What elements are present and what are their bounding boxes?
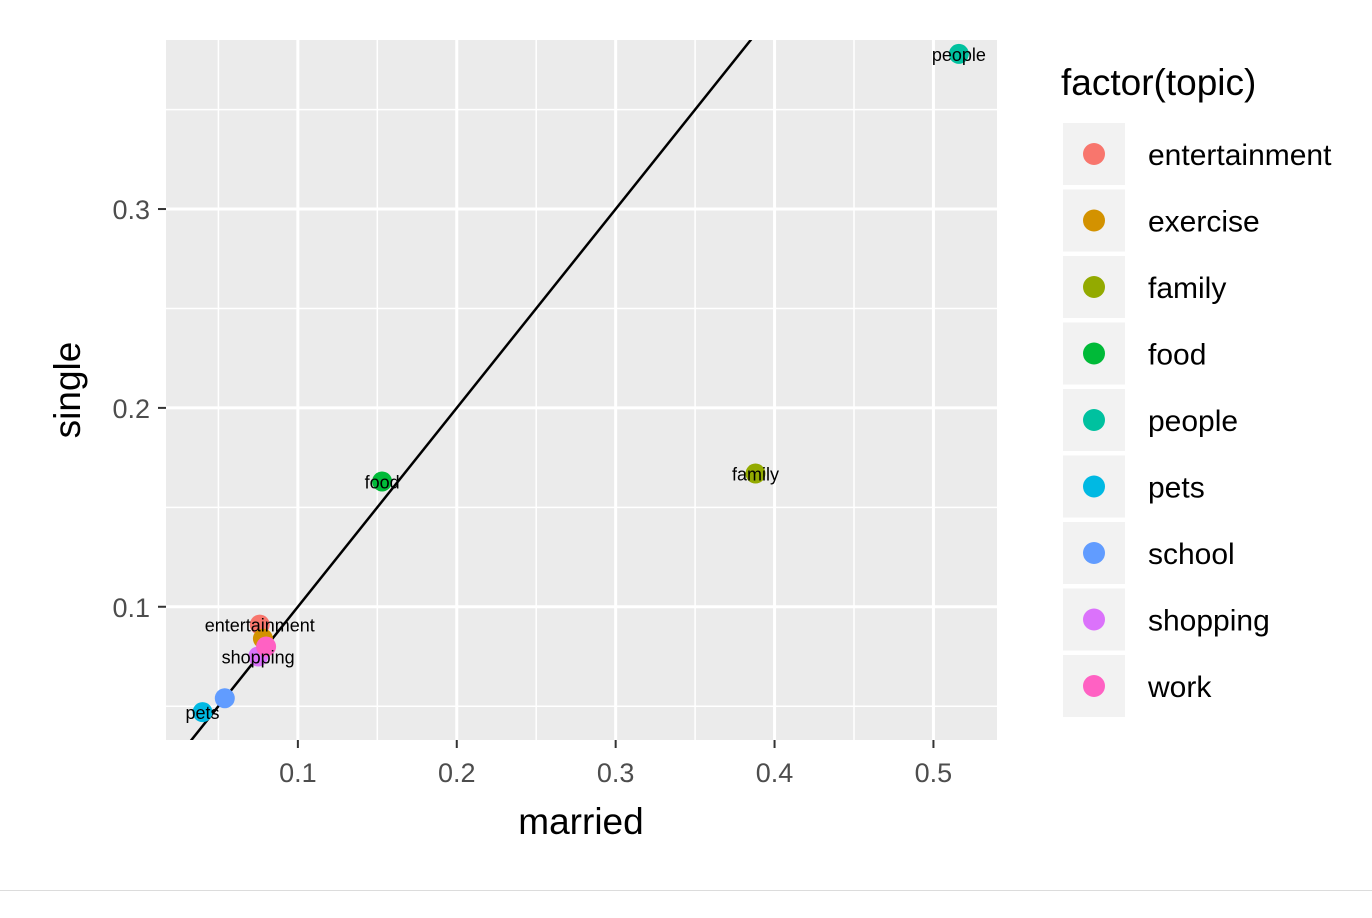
data-point-pets: [192, 702, 213, 723]
bottom-divider: [0, 890, 1372, 891]
grid-major: [166, 40, 997, 740]
point-label-people: people: [932, 45, 986, 65]
x-tick-label: 0.4: [756, 758, 794, 788]
legend-swatch-pets: [1083, 475, 1105, 498]
legend-swatch-school: [1083, 542, 1105, 564]
data-point-food: [372, 471, 393, 492]
x-tick-label: 0.2: [438, 758, 476, 788]
y-tick-label: 0.2: [112, 394, 150, 424]
legend-label-food: food: [1148, 339, 1206, 372]
legend-swatch-shopping: [1083, 608, 1105, 631]
y-tick-label: 0.1: [112, 593, 150, 623]
y-tick-label: 0.3: [112, 195, 150, 225]
y-axis-title: single: [47, 342, 88, 439]
x-axis-ticks: 0.1 0.2 0.3 0.4 0.5: [279, 740, 952, 788]
data-point-people: [948, 43, 969, 64]
point-label-family: family: [732, 465, 779, 485]
legend-label-family: family: [1148, 272, 1226, 305]
point-label-food: food: [365, 472, 400, 492]
scatter-chart: entertainment family food people pets shoppin…: [47, 40, 1332, 842]
legend-swatch-work: [1083, 675, 1105, 697]
x-tick-label: 0.5: [915, 758, 953, 788]
point-label-entertainment: entertainment: [205, 616, 315, 636]
plot-panel: [166, 40, 997, 740]
x-axis-title: married: [518, 801, 643, 842]
legend-items: entertainment exercise family food people pet…: [1063, 123, 1332, 717]
legend-label-exercise: exercise: [1148, 206, 1260, 239]
legend-swatch-food: [1083, 342, 1105, 365]
legend-label-pets: pets: [1148, 472, 1205, 505]
point-label-shopping: shopping: [222, 647, 295, 667]
data-points: [192, 43, 969, 723]
data-point-school: [214, 688, 235, 709]
x-tick-label: 0.1: [279, 758, 317, 788]
legend-label-people: people: [1148, 405, 1238, 438]
legend-swatch-family: [1083, 276, 1105, 298]
legend-label-shopping: shopping: [1148, 605, 1270, 638]
legend-label-work: work: [1147, 671, 1212, 704]
legend-label-entertainment: entertainment: [1148, 139, 1332, 172]
legend-title: factor(topic): [1061, 62, 1256, 103]
x-tick-label: 0.3: [597, 758, 635, 788]
data-point-work: [256, 636, 277, 657]
legend-swatch-entertainment: [1083, 143, 1105, 165]
point-labels: entertainment family food people pets shoppin…: [186, 45, 986, 723]
legend-swatch-people: [1083, 409, 1105, 431]
legend-swatch-exercise: [1083, 209, 1105, 232]
y-axis-ticks: 0.1 0.2 0.3: [112, 195, 166, 623]
legend-label-school: school: [1148, 538, 1235, 571]
grid-minor: [166, 40, 997, 740]
legend: factor(topic) entertainment exercise famil…: [1061, 62, 1332, 717]
data-point-family: [745, 463, 766, 484]
point-label-pets: pets: [186, 703, 220, 723]
reference-line: [189, 40, 753, 740]
